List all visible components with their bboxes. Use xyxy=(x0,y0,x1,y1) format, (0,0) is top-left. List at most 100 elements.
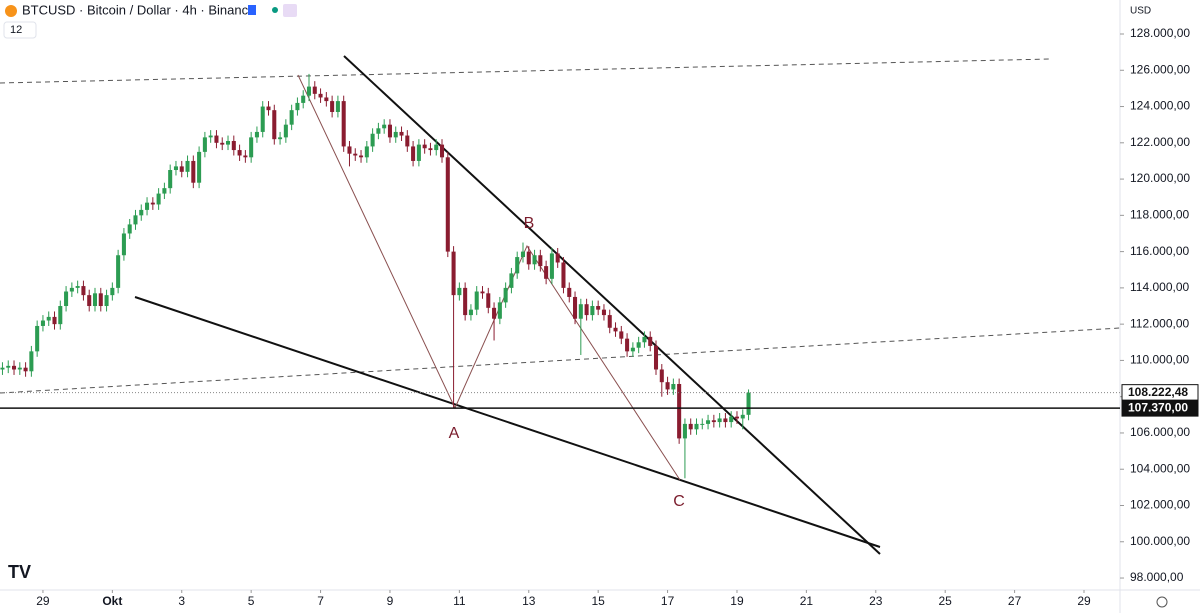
y-tick-label: 110.000,00 xyxy=(1130,353,1189,367)
candle-body xyxy=(497,302,502,319)
candle-body xyxy=(168,170,173,189)
candle-body xyxy=(260,106,265,132)
candle-body xyxy=(266,106,271,111)
candle-body xyxy=(451,251,456,296)
candle-body xyxy=(225,140,231,145)
candle-body xyxy=(335,101,340,112)
indicator-box[interactable] xyxy=(3,21,37,39)
candle-body xyxy=(116,255,121,288)
candle-body xyxy=(312,86,317,94)
candle-body xyxy=(202,137,207,152)
candle-body xyxy=(145,202,150,210)
candle-body xyxy=(330,101,335,112)
candle-body xyxy=(636,342,641,348)
candle-body xyxy=(671,383,676,390)
candle-body xyxy=(92,293,98,307)
candle-body xyxy=(399,131,404,136)
flag-icon xyxy=(248,5,256,15)
candle-body xyxy=(162,188,167,194)
candle-body xyxy=(23,367,28,372)
candle-body xyxy=(98,293,103,307)
candle-body xyxy=(411,146,416,161)
y-tick-label: 102.000,00 xyxy=(1130,498,1190,512)
price-label: 108.222,48 xyxy=(1128,385,1188,399)
candle-body xyxy=(706,420,711,424)
wedge-lower-line xyxy=(134,296,881,548)
candle-body xyxy=(665,382,670,390)
candle-body xyxy=(185,160,190,172)
candle-body xyxy=(717,418,722,423)
candle-body xyxy=(653,345,659,370)
candle-body xyxy=(422,144,427,149)
candle-body xyxy=(12,365,17,370)
candle-body xyxy=(480,291,485,294)
candle-body xyxy=(318,93,323,98)
candle-body xyxy=(6,365,11,368)
y-tick-label: 98.000,00 xyxy=(1130,570,1184,584)
candle-body xyxy=(243,155,248,158)
candle-body xyxy=(567,287,572,297)
candle-body xyxy=(734,416,740,419)
candle-body xyxy=(526,251,531,265)
candle-body xyxy=(58,306,63,325)
candle-body xyxy=(208,135,213,138)
candle-body xyxy=(613,327,618,332)
candle-body xyxy=(688,423,693,430)
symbol-title: BTCUSD · Bitcoin / Dollar · 4h · Binance xyxy=(22,2,255,17)
candle-body xyxy=(740,414,745,419)
header: BTCUSD · Bitcoin / Dollar · 4h · Binance… xyxy=(3,2,1168,608)
candle-body xyxy=(625,338,630,352)
candle-body xyxy=(249,137,254,158)
candle-body xyxy=(237,150,242,156)
candle-body xyxy=(723,418,728,423)
candle-body xyxy=(520,251,526,258)
candle-body xyxy=(711,420,716,423)
channel-dashed-lower xyxy=(0,327,1121,394)
x-tick-label: 13 xyxy=(522,594,536,608)
x-tick-label: 21 xyxy=(800,594,814,608)
candle-body xyxy=(81,286,86,296)
coin-icon xyxy=(5,5,17,17)
candle-body xyxy=(347,146,352,154)
y-tick-label: 106.000,00 xyxy=(1130,425,1190,439)
candle-body xyxy=(544,266,549,279)
candle-body xyxy=(231,140,236,151)
candle-body xyxy=(561,262,566,288)
candle-body xyxy=(64,291,69,307)
candle-body xyxy=(509,273,514,288)
candle-body xyxy=(503,287,508,303)
candle-body xyxy=(492,307,497,319)
candle-body xyxy=(549,253,554,279)
candle-body xyxy=(156,193,161,205)
candle-body xyxy=(104,295,109,307)
price-label: 107.370,00 xyxy=(1128,400,1188,414)
candle-body xyxy=(289,110,294,125)
candle-body xyxy=(191,160,196,183)
candle-body xyxy=(474,291,479,310)
candle-body xyxy=(254,131,259,138)
candle-body xyxy=(353,153,358,156)
candle-body xyxy=(439,144,445,158)
x-tick-label: 15 xyxy=(591,594,605,608)
candle-body xyxy=(468,309,473,316)
x-tick-label: 3 xyxy=(178,594,185,608)
candle-body xyxy=(214,135,219,143)
x-tick-label: 29 xyxy=(1077,594,1091,608)
candle-body xyxy=(306,86,312,96)
plugin-icon xyxy=(283,4,297,17)
x-tick-label: 9 xyxy=(387,594,394,608)
candle-body xyxy=(382,124,387,129)
candle-body xyxy=(127,224,132,234)
settings-icon[interactable] xyxy=(1156,596,1168,608)
candle-body xyxy=(341,101,346,147)
pattern-label: B xyxy=(524,215,535,232)
candle-body xyxy=(746,392,751,415)
x-tick-label: 17 xyxy=(661,594,675,608)
candle-body xyxy=(457,287,462,296)
candle-body xyxy=(515,257,520,274)
y-tick-label: 114.000,00 xyxy=(1130,280,1189,294)
candle-body xyxy=(694,423,699,430)
x-tick-label: 29 xyxy=(36,594,50,608)
y-tick-label: 124.000,00 xyxy=(1130,99,1190,113)
